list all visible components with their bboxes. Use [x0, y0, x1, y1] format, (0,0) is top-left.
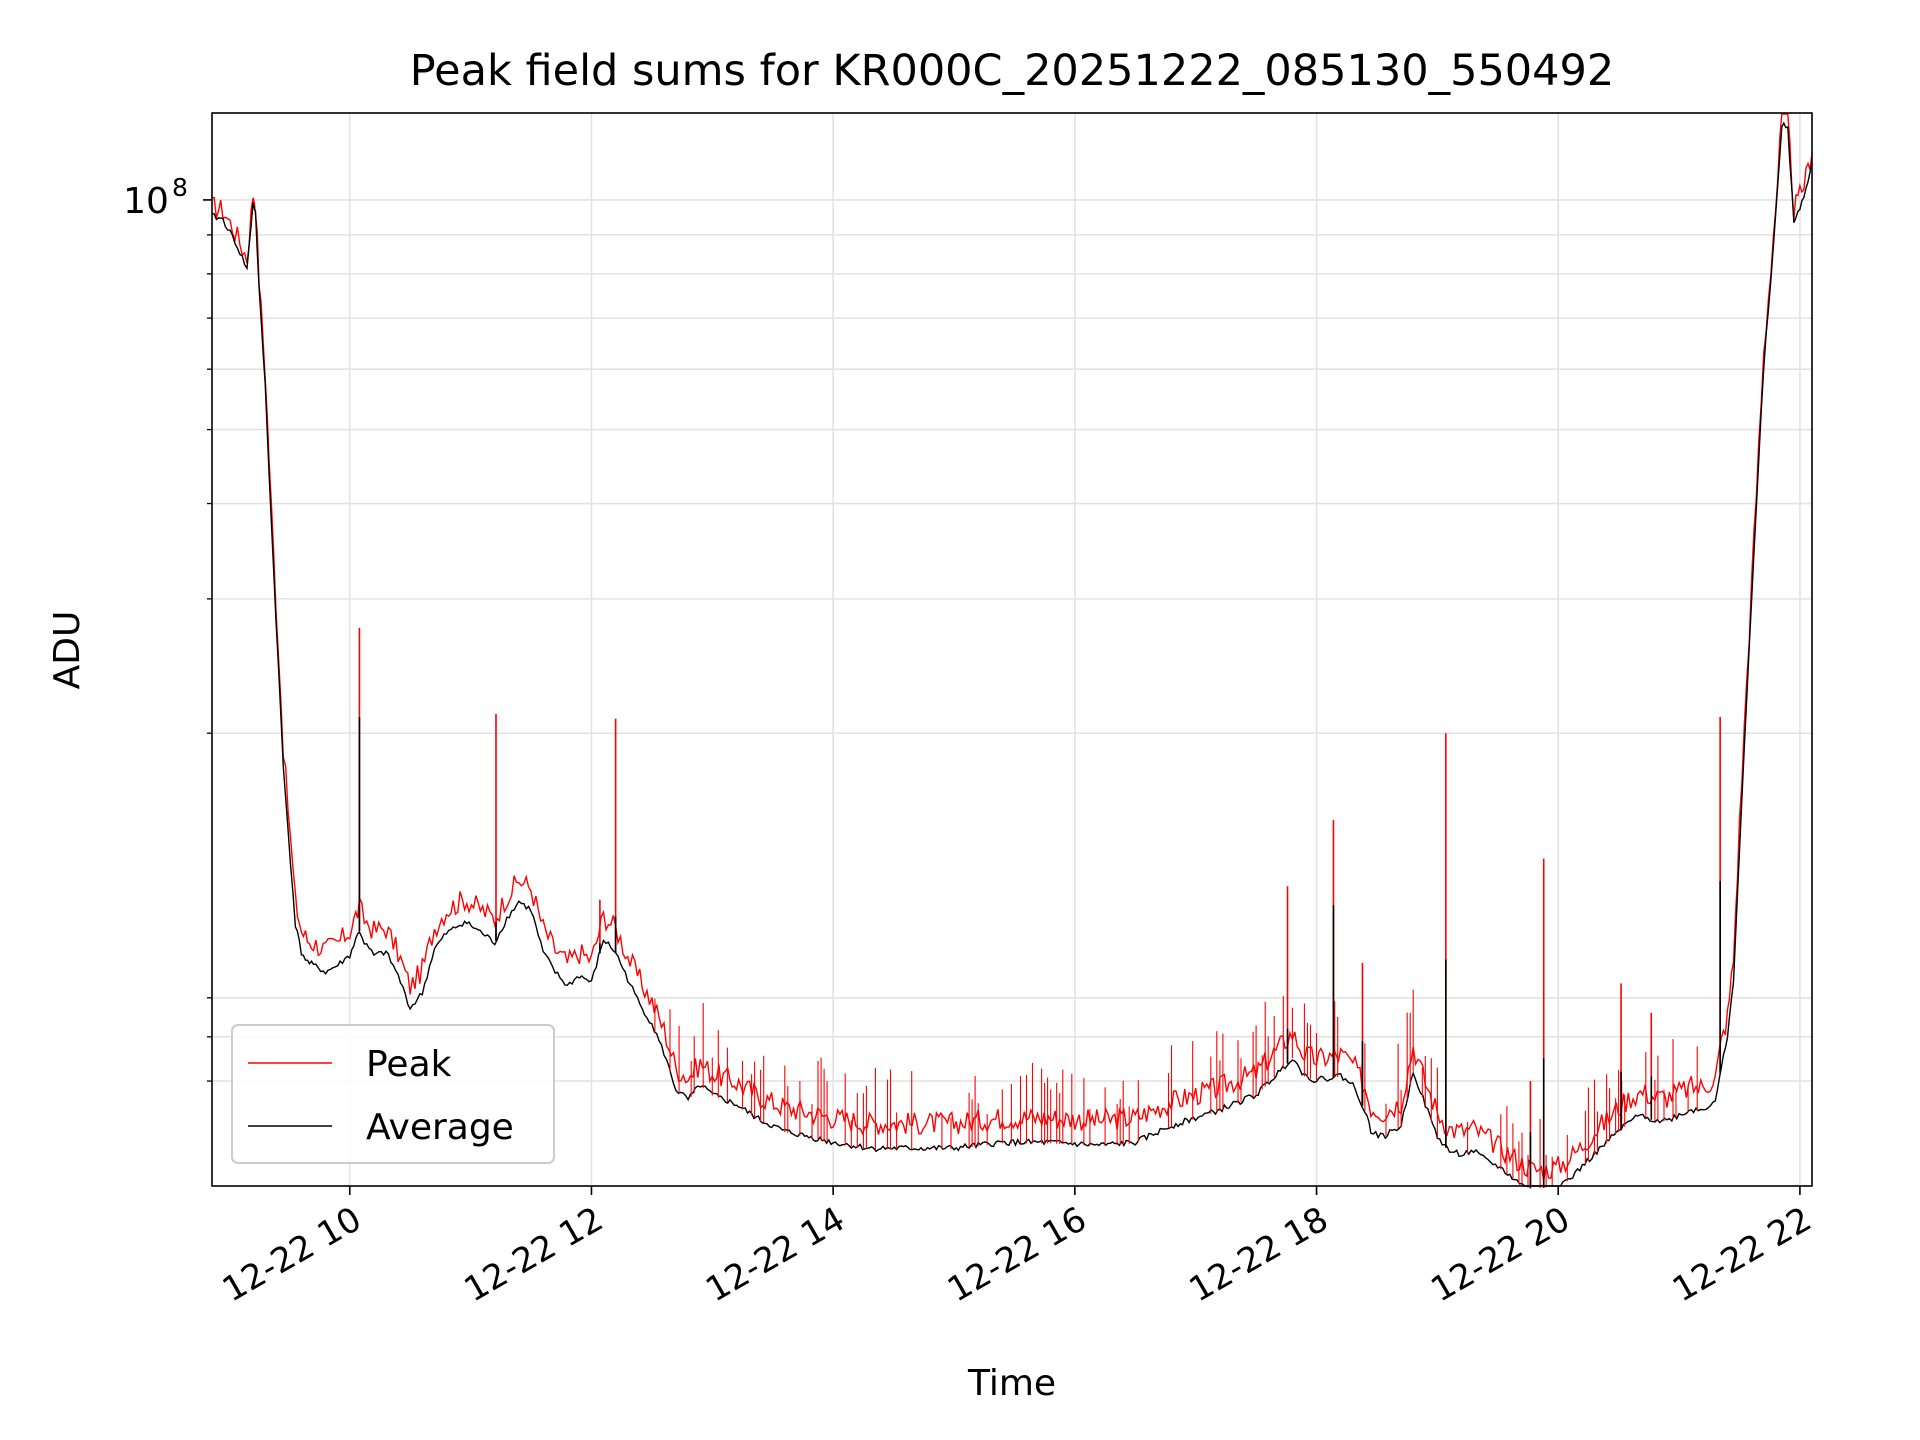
plot-frame	[211, 112, 1813, 1187]
grid-lines	[212, 113, 1812, 1186]
legend-label-peak: Peak	[366, 1044, 452, 1085]
x-tick-label: 12-22 10	[216, 1199, 368, 1310]
x-tick-label: 12-22 22	[1666, 1199, 1818, 1310]
legend: Peak Average	[231, 1024, 555, 1164]
y-axis-label: ADU	[47, 611, 88, 690]
y-tick-label: 10	[123, 181, 169, 222]
x-tick-label: 12-22 12	[458, 1199, 610, 1310]
peak-jitter-spikes	[654, 989, 1698, 1189]
chart-title: Peak field sums for KR000C_20251222_0851…	[410, 46, 1614, 96]
x-tick-label: 12-22 16	[941, 1199, 1093, 1310]
legend-label-average: Average	[366, 1107, 514, 1148]
x-tick-label: 12-22 20	[1424, 1199, 1576, 1310]
y-tick-label-exponent: 8	[172, 173, 188, 202]
x-tick-label: 12-22 14	[699, 1199, 851, 1310]
plot-series	[211, 113, 1813, 1189]
x-tick-label: 12-22 18	[1183, 1199, 1335, 1310]
x-axis-label: Time	[967, 1363, 1056, 1404]
legend-box	[231, 1024, 555, 1164]
